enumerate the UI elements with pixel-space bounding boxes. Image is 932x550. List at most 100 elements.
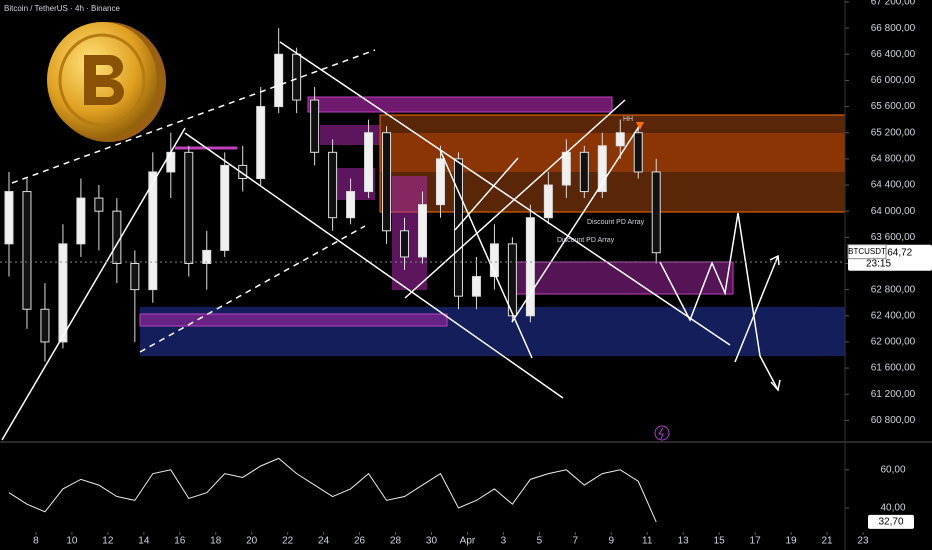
zones: [139, 96, 846, 356]
y-tick-label: 65 200,00: [871, 127, 916, 138]
x-tick-label: 5: [537, 536, 543, 547]
candle-body: [382, 132, 392, 232]
x-tick-label: 12: [102, 536, 114, 547]
zone: [511, 261, 734, 295]
x-tick-label: 19: [786, 536, 798, 547]
candle-body: [579, 151, 589, 193]
candle-body: [597, 145, 607, 193]
candle-body: [400, 230, 410, 258]
last-price-label: 63 364,72: [868, 247, 913, 258]
candle-body: [561, 151, 571, 186]
ticker-label: BTCUSDT: [848, 247, 886, 256]
trend-line: [454, 157, 519, 231]
candle-body: [40, 308, 50, 343]
candle-body: [489, 243, 499, 278]
candle-body: [112, 210, 122, 264]
ticker-box: [847, 244, 887, 260]
candle-body: [525, 217, 535, 317]
candle-body: [166, 151, 176, 173]
candle-body: [453, 158, 463, 297]
coin-symbol: [84, 55, 124, 105]
trend-line: [511, 124, 641, 323]
zone: [139, 313, 448, 327]
candle-body: [274, 53, 284, 108]
y-tick-label: 64 400,00: [871, 180, 916, 191]
x-tick-label: 24: [318, 536, 330, 547]
candle-body: [22, 191, 32, 310]
y-tick-label: 63 600,00: [871, 232, 916, 243]
x-tick-label: 3: [501, 536, 507, 547]
rsi-last-box: [868, 514, 914, 529]
coin-ring: [58, 33, 146, 127]
candle-body: [238, 164, 248, 179]
candle-body: [184, 151, 194, 264]
candle-body: [58, 243, 68, 343]
x-tick-label: 8: [33, 536, 39, 547]
y-tick-label: 61 200,00: [871, 389, 916, 400]
y-tick-label: 62 800,00: [871, 284, 916, 295]
x-tick-label: 17: [750, 536, 762, 547]
rsi-last-label: 32,70: [878, 517, 903, 528]
x-tick-label: Apr: [460, 536, 476, 547]
drawings: [0, 41, 845, 441]
x-tick-label: 23: [857, 536, 869, 547]
trend-line: [139, 225, 366, 353]
chart-title: Bitcoin / TetherUS · 4h · Binance: [4, 4, 120, 13]
x-tick-label: 9: [608, 536, 614, 547]
rsi-tick-label: 40,00: [880, 503, 905, 514]
event-icon: [654, 425, 670, 441]
countdown: 23:15: [866, 258, 891, 269]
candle-body: [76, 197, 86, 245]
arrow-head: [769, 254, 780, 266]
x-tick-label: 30: [426, 536, 438, 547]
trend-line: [404, 99, 626, 299]
candle-body: [615, 132, 625, 147]
x-tick-label: 14: [138, 536, 150, 547]
bitcoin-logo: [47, 22, 166, 142]
y-tick-label: 66 000,00: [871, 75, 916, 86]
candle-body: [4, 191, 14, 245]
x-tick-label: 16: [174, 536, 186, 547]
candle-body: [256, 106, 266, 179]
candle-body: [346, 191, 356, 219]
trend-line: [279, 41, 731, 346]
candle-body: [148, 171, 158, 291]
x-tick-label: 7: [573, 536, 579, 547]
candle-body: [94, 197, 104, 212]
x-tick-label: 26: [354, 536, 366, 547]
candle-body: [220, 164, 230, 251]
y-tick-label: 64 000,00: [871, 206, 916, 217]
rsi-line: [8, 457, 657, 523]
marker: [636, 122, 644, 130]
projection: [659, 212, 779, 391]
candle-body: [471, 276, 481, 297]
candle-body: [418, 204, 427, 258]
trend-line: [11, 49, 376, 184]
arrow-head: [770, 379, 781, 392]
annotation: Discount PD Array: [587, 219, 645, 226]
candle-body: [292, 53, 302, 101]
y-tick-label: 64 800,00: [871, 154, 916, 165]
y-tick-label: 66 800,00: [871, 23, 916, 34]
candle-body: [364, 132, 374, 193]
trend-line: [184, 132, 564, 399]
y-tick-label: 60 800,00: [871, 415, 916, 426]
x-tick-label: 18: [210, 536, 222, 547]
candles: [4, 28, 661, 362]
candle-body: [202, 249, 212, 264]
annotation: Discount PD Array: [557, 237, 615, 244]
annotation: HH: [623, 116, 633, 123]
candle-body: [543, 184, 553, 219]
x-tick-label: 10: [66, 536, 78, 547]
x-tick-label: 20: [246, 536, 258, 547]
trend-line: [439, 149, 533, 359]
y-tick-label: 65 600,00: [871, 101, 916, 112]
candle-body: [651, 171, 661, 254]
candle-body: [633, 132, 643, 173]
x-tick-label: 15: [714, 536, 726, 547]
candle-body: [507, 243, 517, 317]
x-tick-label: 28: [390, 536, 402, 547]
event-icon: [658, 427, 664, 440]
x-tick-label: 11: [642, 536, 653, 547]
